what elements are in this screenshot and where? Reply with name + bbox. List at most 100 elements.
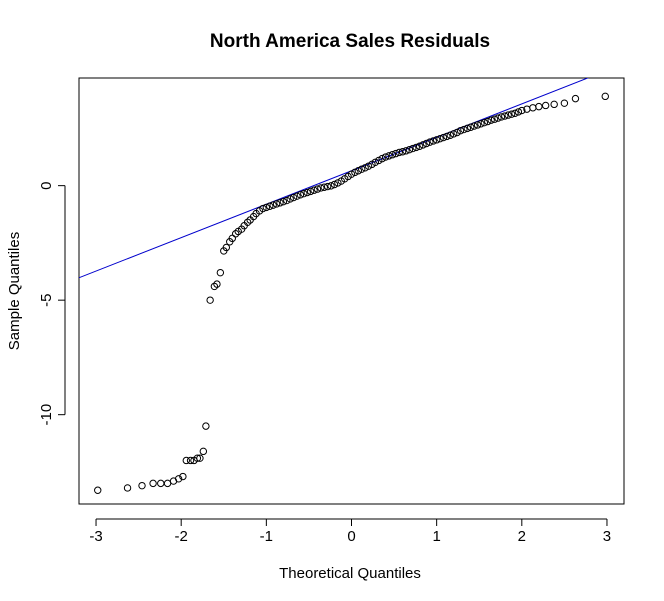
data-point	[149, 479, 157, 488]
data-point	[157, 479, 165, 488]
data-point	[443, 132, 451, 141]
x-tick-label: 2	[518, 528, 526, 545]
data-point	[470, 122, 478, 130]
x-axis: -3 -2 -1 0 1 2 3	[89, 518, 611, 545]
data-point	[306, 187, 315, 196]
x-tick-label: -2	[175, 528, 188, 545]
data-point	[504, 111, 512, 119]
data-point	[494, 114, 502, 122]
data-point	[402, 147, 410, 155]
data-point	[463, 124, 472, 133]
chart-title: North America Sales Residuals	[210, 31, 490, 52]
data-point	[439, 133, 448, 142]
data-point	[323, 182, 332, 191]
data-point	[123, 484, 132, 492]
data-point	[303, 188, 311, 197]
y-axis: -10 -5 0	[38, 181, 66, 426]
data-point	[460, 125, 468, 134]
data-point	[487, 116, 495, 124]
data-point	[473, 121, 482, 129]
data-point	[511, 109, 519, 117]
data-point	[313, 185, 322, 193]
data-point	[216, 268, 225, 277]
data-point	[199, 447, 208, 456]
data-point	[432, 136, 441, 144]
data-point	[409, 144, 417, 153]
data-point	[262, 203, 271, 212]
data-point	[269, 201, 277, 209]
data-point	[395, 148, 403, 157]
data-point	[518, 106, 526, 115]
data-point	[419, 141, 427, 149]
data-point	[351, 168, 359, 177]
data-point	[317, 184, 325, 192]
data-point	[388, 151, 397, 159]
data-point	[259, 204, 267, 213]
data-point	[163, 479, 172, 488]
data-point	[541, 101, 550, 110]
data-point	[243, 218, 252, 226]
data-point	[94, 486, 102, 494]
data-point	[405, 145, 414, 154]
reference-line	[79, 78, 590, 279]
data-point	[179, 472, 187, 481]
data-point	[571, 94, 580, 103]
data-point	[182, 456, 190, 465]
data-point	[354, 167, 363, 175]
data-point	[385, 152, 393, 160]
data-point	[296, 191, 305, 199]
data-point	[300, 189, 308, 198]
data-point	[206, 296, 214, 304]
data-point	[550, 100, 558, 109]
data-point	[514, 108, 523, 116]
y-tick-label: -10	[38, 404, 55, 426]
data-point	[529, 104, 537, 112]
data-point	[467, 123, 475, 131]
points-group	[94, 92, 609, 494]
data-point	[381, 153, 390, 161]
data-point	[484, 117, 492, 126]
data-point	[330, 180, 339, 189]
data-point	[480, 118, 489, 127]
plot-frame	[78, 77, 625, 505]
data-point	[358, 165, 366, 173]
reference-line-group	[79, 78, 590, 279]
data-point	[222, 243, 231, 252]
data-point	[196, 454, 204, 462]
x-tick-label: 0	[347, 528, 355, 545]
data-point	[429, 137, 437, 145]
data-point	[426, 138, 434, 146]
data-point	[560, 99, 569, 107]
x-tick-label: 1	[432, 528, 440, 545]
x-tick-label: 3	[603, 528, 611, 545]
data-point	[174, 475, 183, 483]
data-point	[361, 164, 369, 172]
data-point	[279, 197, 288, 206]
data-point	[193, 454, 202, 462]
data-point	[213, 280, 221, 288]
data-point	[231, 230, 240, 238]
data-point	[186, 456, 195, 465]
data-point	[535, 102, 543, 111]
data-point	[490, 115, 499, 123]
x-tick-label: -3	[89, 528, 102, 545]
data-point	[202, 422, 210, 430]
data-point	[449, 130, 458, 138]
data-point	[392, 149, 400, 158]
data-point	[210, 282, 219, 291]
data-point	[266, 202, 274, 210]
data-point	[501, 112, 509, 120]
data-point	[456, 126, 465, 135]
data-point	[507, 110, 516, 118]
data-point	[415, 142, 424, 150]
data-point	[138, 481, 146, 490]
data-point	[286, 195, 294, 203]
data-point	[293, 192, 301, 200]
data-point	[601, 92, 609, 101]
data-point	[320, 183, 328, 191]
data-point	[398, 148, 407, 156]
data-point	[289, 193, 298, 202]
x-tick-label: -1	[260, 528, 273, 545]
data-point	[283, 196, 291, 205]
